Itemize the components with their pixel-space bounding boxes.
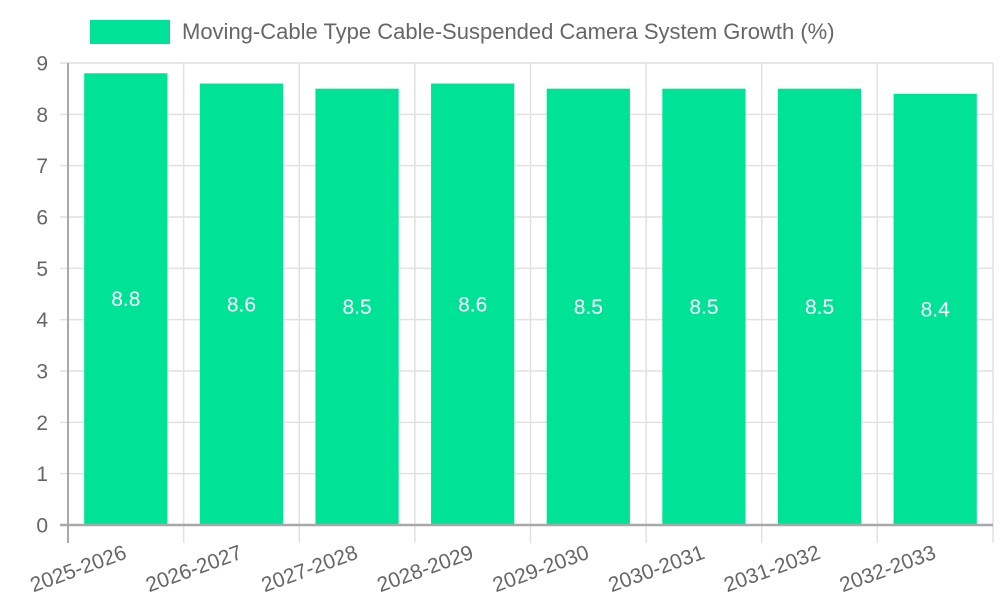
x-tick-label: 2026-2027 bbox=[143, 541, 245, 597]
bar-value-labels: 8.8 8.6 8.5 8.6 8.5 8.5 8.5 8.4 bbox=[111, 288, 950, 321]
bar-2028-2029[interactable] bbox=[431, 83, 515, 526]
bar-value-label: 8.5 bbox=[574, 296, 603, 319]
x-tick-label: 2027-2028 bbox=[259, 541, 361, 597]
x-tick-label: 2029-2030 bbox=[490, 541, 592, 597]
legend-label[interactable]: Moving-Cable Type Cable-Suspended Camera… bbox=[182, 19, 835, 44]
y-tick-label: 9 bbox=[36, 53, 48, 76]
bar-value-label: 8.6 bbox=[458, 293, 487, 316]
chart-legend: Moving-Cable Type Cable-Suspended Camera… bbox=[90, 19, 835, 44]
legend-swatch[interactable] bbox=[90, 20, 170, 44]
bar-2031-2032[interactable] bbox=[777, 88, 862, 526]
y-tick-label: 1 bbox=[36, 463, 48, 486]
y-tick-label: 6 bbox=[36, 207, 48, 230]
bar-value-label: 8.8 bbox=[111, 288, 140, 311]
bar-value-label: 8.5 bbox=[342, 296, 371, 319]
axes bbox=[60, 63, 993, 543]
bars bbox=[84, 73, 977, 526]
x-tick-label: 2031-2032 bbox=[721, 541, 823, 597]
y-tick-label: 4 bbox=[36, 309, 48, 332]
y-axis-ticks: 0 1 2 3 4 5 6 7 8 9 bbox=[36, 53, 48, 538]
bar-2025-2026[interactable] bbox=[84, 73, 168, 526]
bar-2027-2028[interactable] bbox=[315, 88, 399, 526]
y-tick-label: 3 bbox=[36, 361, 48, 384]
y-tick-label: 8 bbox=[36, 104, 48, 127]
bar-value-label: 8.5 bbox=[689, 296, 718, 319]
bar-value-label: 8.6 bbox=[227, 293, 256, 316]
x-tick-label: 2028-2029 bbox=[374, 541, 476, 597]
y-tick-label: 7 bbox=[36, 155, 48, 178]
bar-value-label: 8.5 bbox=[805, 296, 834, 319]
bar-2030-2031[interactable] bbox=[662, 88, 746, 526]
bar-value-label: 8.4 bbox=[921, 298, 951, 321]
x-axis-ticks: 2025-2026 2026-2027 2027-2028 2028-2029 2029… bbox=[27, 541, 939, 597]
bar-2029-2030[interactable] bbox=[546, 88, 630, 526]
x-tick-label: 2030-2031 bbox=[605, 541, 707, 597]
bar-2032-2033[interactable] bbox=[893, 93, 977, 526]
y-tick-label: 2 bbox=[36, 412, 48, 435]
x-tick-label: 2025-2026 bbox=[27, 541, 129, 597]
y-tick-label: 0 bbox=[36, 515, 48, 538]
y-tick-label: 5 bbox=[36, 258, 48, 281]
bar-2026-2027[interactable] bbox=[199, 83, 284, 526]
x-tick-label: 2032-2033 bbox=[837, 541, 939, 597]
